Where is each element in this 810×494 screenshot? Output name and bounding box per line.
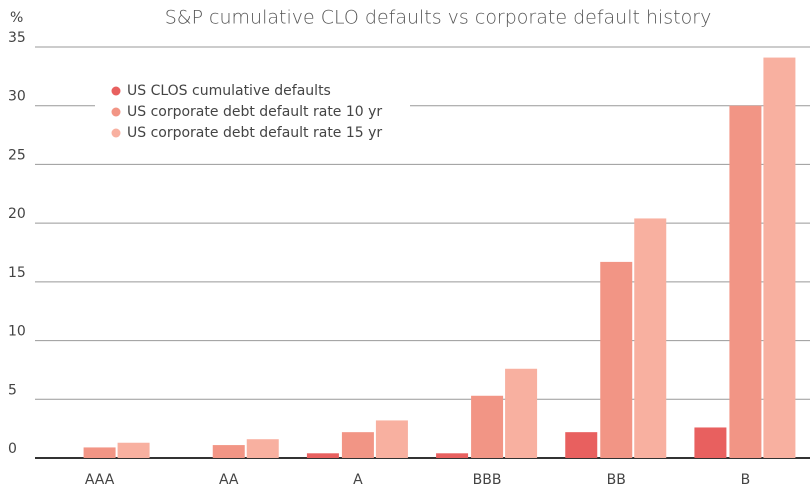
x-tick-label: BB [607, 472, 626, 488]
chart-title: S&P cumulative CLO defaults vs corporate… [165, 7, 712, 29]
y-tick-label: 20 [8, 206, 26, 222]
y-tick-label: 30 [8, 89, 26, 105]
x-tick-label: A [353, 472, 363, 488]
bar [505, 368, 538, 458]
bar [306, 453, 339, 458]
bar [565, 432, 598, 458]
legend-label: US corporate debt default rate 10 yr [127, 104, 382, 120]
y-axis-label: % [10, 10, 23, 26]
bar [375, 420, 408, 458]
bar [246, 439, 279, 458]
y-tick-label: 10 [8, 324, 26, 340]
bar [83, 447, 116, 458]
bar [117, 442, 150, 458]
x-tick-label: B [741, 472, 751, 488]
x-tick-label: BBB [473, 472, 502, 488]
y-tick-label: 0 [8, 441, 17, 457]
bar [341, 432, 374, 458]
bar [729, 105, 762, 458]
bar [471, 395, 504, 458]
bar [763, 57, 796, 458]
x-tick-label: AAA [85, 472, 115, 488]
legend-label: US corporate debt default rate 15 yr [127, 125, 382, 141]
legend-swatch [111, 107, 121, 117]
y-tick-label: 25 [8, 147, 26, 163]
x-tick-label: AA [219, 472, 239, 488]
bar [436, 453, 469, 458]
bar [634, 218, 667, 458]
legend-label: US CLOS cumulative defaults [127, 83, 331, 99]
y-tick-label: 15 [8, 265, 26, 281]
y-tick-label: 5 [8, 382, 17, 398]
legend-box [95, 78, 410, 144]
legend-swatch [111, 86, 121, 96]
bar [694, 427, 727, 458]
bar [212, 445, 245, 458]
legend-swatch [111, 128, 121, 138]
bar [600, 261, 633, 458]
y-tick-label: 35 [8, 30, 26, 46]
